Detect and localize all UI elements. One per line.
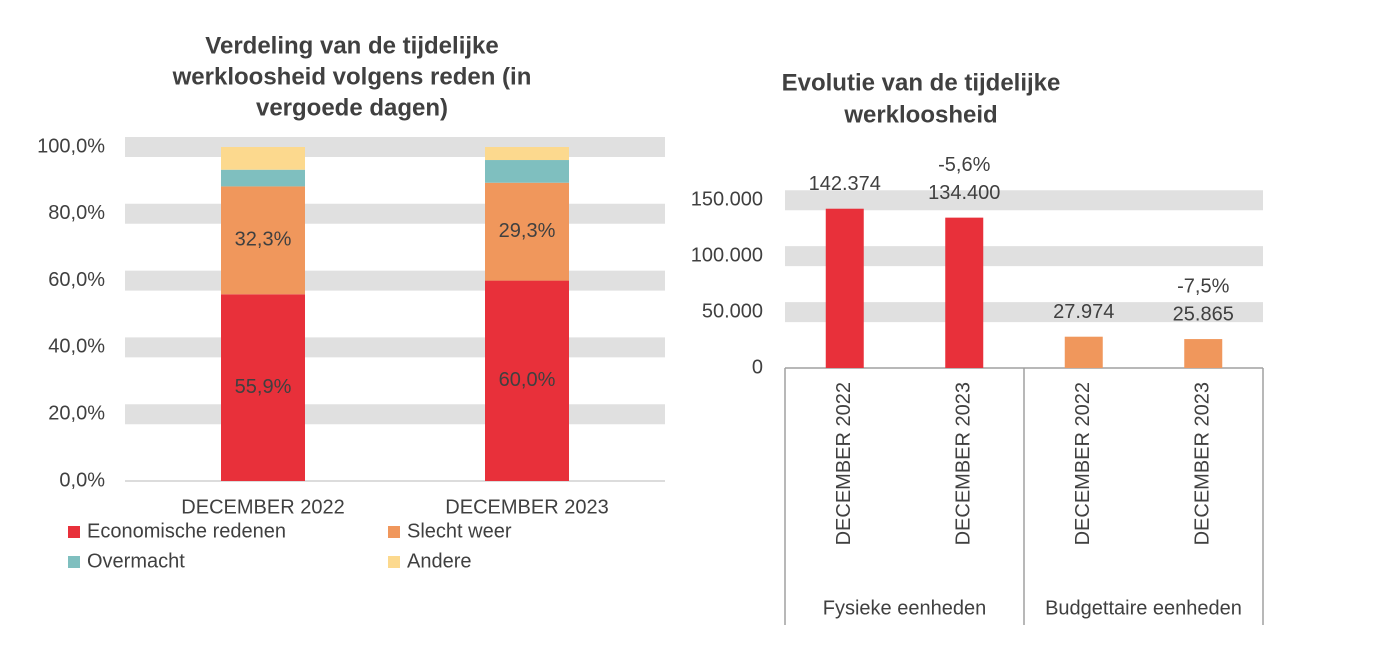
bar xyxy=(1064,336,1103,368)
data-label: 27.974 xyxy=(1053,301,1114,323)
chart-title: werkloosheid xyxy=(843,101,997,128)
data-label: 134.400 xyxy=(928,182,1000,204)
legend-label: Andere xyxy=(407,550,472,572)
bar-segment xyxy=(485,182,569,281)
y-tick-label: 50.000 xyxy=(702,300,763,322)
bar-segment xyxy=(221,169,305,187)
bar-segment xyxy=(221,186,305,295)
bar-segment xyxy=(485,280,569,481)
chart-title: vergoede dagen) xyxy=(256,94,448,121)
x-tick-label: DECEMBER 2023 xyxy=(445,496,608,518)
bar-segment xyxy=(221,147,305,170)
y-tick-label: 100.000 xyxy=(691,244,763,266)
y-tick-label: 80,0% xyxy=(48,202,105,224)
y-tick-label: 20,0% xyxy=(48,402,105,424)
y-tick-label: 0,0% xyxy=(59,469,105,491)
legend-swatch xyxy=(68,526,80,538)
bar xyxy=(825,208,864,368)
data-label: 25.865 xyxy=(1173,303,1234,325)
bar-segment xyxy=(485,147,569,161)
legend-label: Overmacht xyxy=(87,550,185,572)
y-tick-label: 150.000 xyxy=(691,188,763,210)
legend-swatch xyxy=(68,556,80,568)
legend-label: Slecht weer xyxy=(407,520,512,542)
y-tick-label: 100,0% xyxy=(37,135,105,157)
x-tick-label: DECEMBER 2022 xyxy=(833,382,855,545)
y-tick-label: 60,0% xyxy=(48,269,105,291)
x-tick-label: DECEMBER 2023 xyxy=(1192,382,1214,545)
bar-segment xyxy=(221,294,305,481)
data-label: 32,3% xyxy=(235,229,292,251)
x-tick-label: DECEMBER 2023 xyxy=(953,382,975,545)
bar-segment xyxy=(485,160,569,183)
data-label: 29,3% xyxy=(499,220,556,242)
chart-title: Evolutie van de tijdelijke xyxy=(782,69,1061,96)
data-label: 60,0% xyxy=(499,369,556,391)
bar xyxy=(945,217,984,368)
change-label: -7,5% xyxy=(1177,275,1229,297)
x-tick-label: DECEMBER 2022 xyxy=(1072,382,1094,545)
group-label: Budgettaire eenheden xyxy=(1045,597,1242,619)
y-tick-label: 0 xyxy=(752,356,763,378)
data-label: 55,9% xyxy=(235,376,292,398)
legend-swatch xyxy=(388,526,400,538)
data-label: 142.374 xyxy=(809,173,881,195)
x-tick-label: DECEMBER 2022 xyxy=(181,496,344,518)
legend-label: Economische redenen xyxy=(87,520,286,542)
change-label: -5,6% xyxy=(938,154,990,176)
legend-swatch xyxy=(388,556,400,568)
y-tick-label: 40,0% xyxy=(48,336,105,358)
chart-title: werkloosheid volgens reden (in xyxy=(172,63,532,90)
bar xyxy=(1184,339,1223,368)
chart-title: Verdeling van de tijdelijke xyxy=(205,32,498,59)
group-label: Fysieke eenheden xyxy=(823,597,986,619)
